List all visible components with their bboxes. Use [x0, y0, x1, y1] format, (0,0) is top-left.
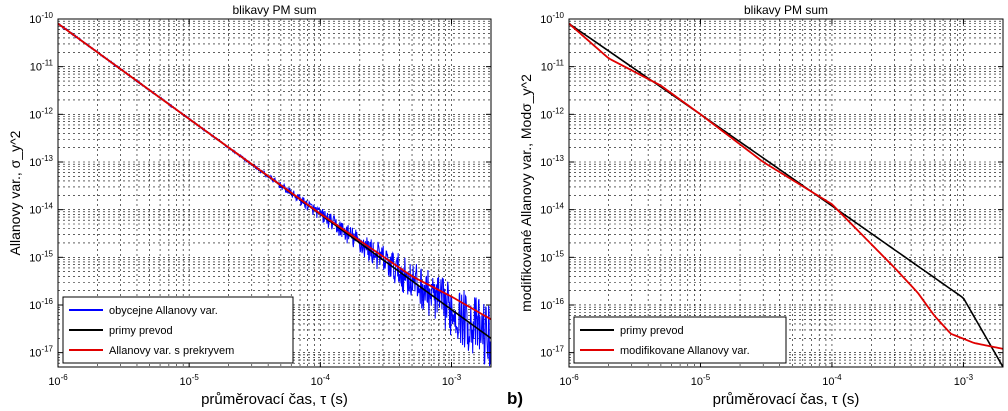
y-tick-label: 10-12 — [29, 106, 53, 121]
y-tick-label: 10-12 — [540, 106, 564, 121]
panel-tag: b) — [507, 389, 523, 408]
y-tick-label: 10-14 — [540, 202, 564, 217]
series-group — [58, 22, 491, 367]
grid — [569, 19, 1003, 367]
x-axis-label: průměrovací čas, τ (s) — [713, 391, 860, 408]
chart-panel-2: 10-6 10-5 10-4 10-3 10-17 10-16 10-15 10-14 10-1… — [518, 3, 1004, 408]
y-tick-label: 10-16 — [29, 297, 53, 312]
y-axis-label: modifikované Allanovy var., Modσ_y^2 — [518, 74, 534, 312]
y-tick-label: 10-11 — [541, 59, 565, 74]
y-tick-label: 10-14 — [29, 202, 53, 217]
axes-box — [57, 18, 492, 368]
x-tick-label: 10-4 — [311, 373, 331, 388]
legend-label: obycejne Allanovy var. — [109, 305, 218, 317]
series-line-2 — [569, 22, 1003, 350]
x-tick-label: 10-3 — [954, 373, 974, 388]
x-tick-label: 10-5 — [179, 373, 199, 388]
y-tick-label: 10-15 — [540, 249, 564, 264]
y-tick-label: 10-11 — [30, 59, 54, 74]
legend-label: primy prevod — [109, 325, 173, 337]
y-tick-label: 10-17 — [540, 345, 564, 360]
x-tick-label: 10-6 — [48, 373, 68, 388]
chart-title: blikavy PM sum — [232, 3, 316, 17]
legend: obycejne Allanovy var. primy prevod Allano… — [62, 296, 294, 364]
x-tick-label: 10-4 — [822, 373, 842, 388]
series-group — [569, 22, 1003, 367]
y-tick-label: 10-10 — [29, 11, 53, 26]
y-tick-label: 10-13 — [540, 154, 564, 169]
legend-label: modifikovane Allanovy var. — [620, 345, 750, 357]
legend-box — [573, 316, 787, 364]
series-line-3 — [58, 22, 491, 321]
legend-label: Allanovy var. s prekryvem — [109, 345, 234, 357]
y-tick-label: 10-16 — [540, 297, 564, 312]
x-tick-label: 10-5 — [691, 373, 711, 388]
chart-title: blikavy PM sum — [744, 3, 828, 17]
axes-box — [568, 18, 1004, 368]
legend-label: primy prevod — [620, 325, 684, 337]
y-tick-label: 10-15 — [29, 249, 53, 264]
y-axis-label: Allanovy var., σ_y^2 — [7, 130, 23, 255]
y-tick-label: 10-13 — [29, 154, 53, 169]
y-tick-label: 10-17 — [29, 345, 53, 360]
x-tick-label: 10-6 — [559, 373, 579, 388]
series-line-1 — [569, 22, 1003, 367]
chart-panel-1: 10-6 10-5 10-4 10-3 10-17 10-16 10-15 10-14 10-1… — [7, 3, 492, 408]
x-tick-label: 10-3 — [442, 373, 462, 388]
x-axis-label: průměrovací čas, τ (s) — [201, 391, 348, 408]
legend: primy prevod modifikovane Allanovy var. — [573, 316, 787, 364]
y-tick-label: 10-10 — [540, 11, 564, 26]
